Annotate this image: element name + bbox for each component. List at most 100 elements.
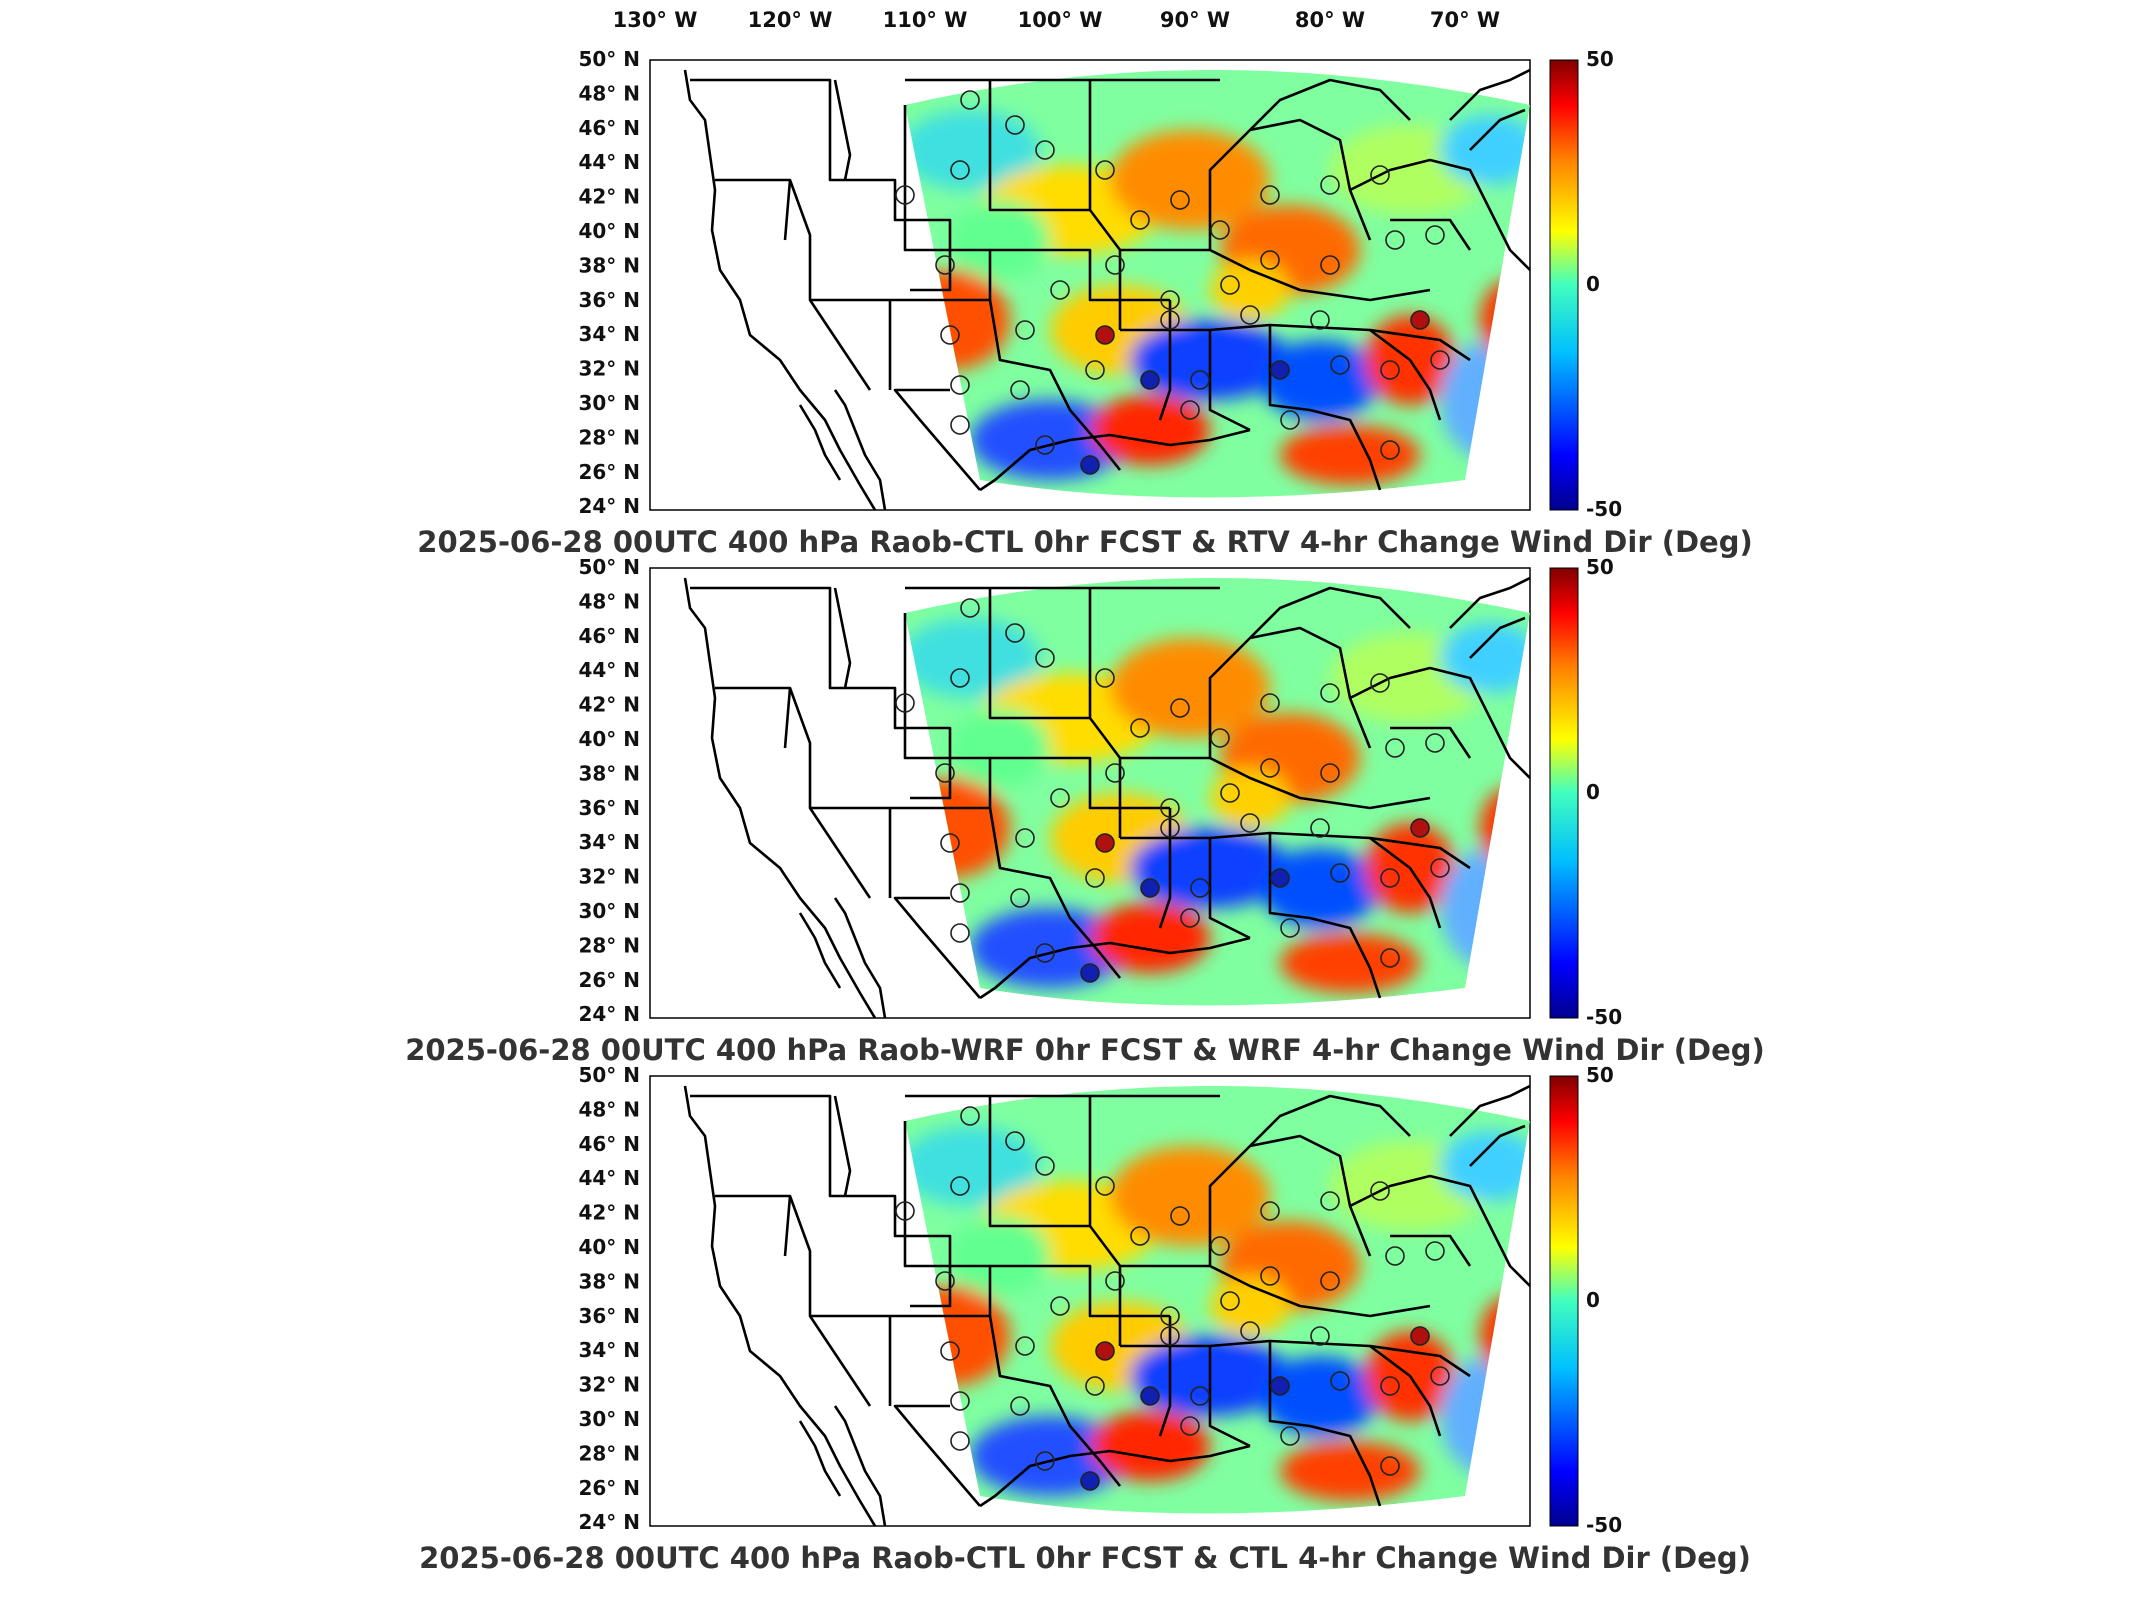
station-marker bbox=[1425, 733, 1445, 753]
latitude-label: 46° N bbox=[578, 116, 640, 140]
station-marker bbox=[1180, 908, 1200, 928]
station-marker bbox=[1385, 738, 1405, 758]
colorbar-label-min: -50 bbox=[1586, 1005, 1622, 1029]
raob-stations bbox=[895, 90, 1450, 475]
station-marker bbox=[1410, 310, 1430, 330]
colorbar-label-max: 50 bbox=[1586, 555, 1614, 579]
latitude-label: 44° N bbox=[578, 1166, 640, 1190]
station-marker bbox=[1430, 858, 1450, 878]
station-marker bbox=[1105, 1271, 1125, 1291]
station-marker bbox=[1330, 863, 1350, 883]
latitude-labels: 50° N 48° N 46° N 44° N 42° N 40° N 38° N 36° N… bbox=[578, 1063, 640, 1534]
station-marker bbox=[935, 763, 955, 783]
latitude-label: 28° N bbox=[578, 933, 640, 957]
station-marker bbox=[1310, 310, 1330, 330]
latitude-label: 24° N bbox=[578, 1510, 640, 1534]
latitude-label: 34° N bbox=[578, 830, 640, 854]
map-area bbox=[683, 68, 1540, 512]
longitude-label: 70° W bbox=[1430, 8, 1500, 32]
station-marker bbox=[1260, 1201, 1280, 1221]
latitude-label: 26° N bbox=[578, 968, 640, 992]
station-marker bbox=[1430, 1366, 1450, 1386]
latitude-labels: 50° N 48° N 46° N 44° N 42° N 40° N 38° N 36° N… bbox=[578, 47, 640, 518]
station-marker bbox=[1035, 1451, 1055, 1471]
wind-direction-field bbox=[890, 578, 1540, 1006]
station-marker bbox=[1380, 1456, 1400, 1476]
station-marker bbox=[1370, 1181, 1390, 1201]
station-marker bbox=[1160, 290, 1180, 310]
station-marker bbox=[1260, 693, 1280, 713]
station-marker bbox=[1210, 220, 1230, 240]
station-marker bbox=[1095, 160, 1115, 180]
station-marker bbox=[1160, 1326, 1180, 1346]
station-marker bbox=[1370, 165, 1390, 185]
station-marker bbox=[1095, 668, 1115, 688]
station-marker bbox=[1160, 818, 1180, 838]
panels: 50° N 48° N 46° N 44° N 42° N 40° N 38° N 36° N… bbox=[405, 47, 1765, 1575]
station-marker bbox=[1095, 833, 1115, 853]
station-marker bbox=[1095, 1341, 1115, 1361]
latitude-label: 50° N bbox=[578, 1063, 640, 1087]
station-marker bbox=[1220, 783, 1240, 803]
station-marker bbox=[1015, 828, 1035, 848]
station-marker bbox=[1260, 758, 1280, 778]
latitude-label: 42° N bbox=[578, 693, 640, 717]
station-marker bbox=[1210, 728, 1230, 748]
station-marker bbox=[1190, 1386, 1210, 1406]
station-marker bbox=[1085, 868, 1105, 888]
station-marker bbox=[1130, 718, 1150, 738]
station-marker bbox=[1320, 1271, 1340, 1291]
station-marker bbox=[1240, 305, 1260, 325]
colorbar bbox=[1549, 1075, 1579, 1527]
latitude-label: 24° N bbox=[578, 1002, 640, 1026]
station-marker bbox=[1005, 623, 1025, 643]
latitude-label: 30° N bbox=[578, 391, 640, 415]
station-marker bbox=[960, 1106, 980, 1126]
station-marker bbox=[1080, 963, 1100, 983]
station-marker bbox=[1425, 1241, 1445, 1261]
station-marker bbox=[1380, 360, 1400, 380]
station-marker bbox=[1280, 410, 1300, 430]
station-marker bbox=[1010, 1396, 1030, 1416]
latitude-label: 30° N bbox=[578, 899, 640, 923]
station-marker bbox=[1240, 1321, 1260, 1341]
station-marker bbox=[1320, 763, 1340, 783]
station-marker bbox=[1280, 1426, 1300, 1446]
station-marker bbox=[1190, 878, 1210, 898]
panel-3: 50° N 48° N 46° N 44° N 42° N 40° N 38° N 36° N… bbox=[419, 1063, 1751, 1575]
station-marker bbox=[935, 1271, 955, 1291]
station-marker bbox=[1015, 1336, 1035, 1356]
colorbar bbox=[1549, 567, 1579, 1019]
latitude-label: 34° N bbox=[578, 322, 640, 346]
station-marker bbox=[895, 1201, 915, 1221]
station-marker bbox=[1210, 1236, 1230, 1256]
station-marker bbox=[950, 883, 970, 903]
station-marker bbox=[1220, 275, 1240, 295]
panel-title: 2025-06-28 00UTC 400 hPa Raob-WRF 0hr FC… bbox=[405, 1033, 1765, 1067]
station-marker bbox=[1330, 355, 1350, 375]
station-marker bbox=[1430, 350, 1450, 370]
station-marker bbox=[1035, 435, 1055, 455]
latitude-label: 38° N bbox=[578, 1269, 640, 1293]
station-marker bbox=[1190, 370, 1210, 390]
latitude-label: 38° N bbox=[578, 761, 640, 785]
latitude-label: 36° N bbox=[578, 796, 640, 820]
station-marker bbox=[1380, 948, 1400, 968]
station-marker bbox=[1050, 280, 1070, 300]
station-marker bbox=[1160, 798, 1180, 818]
panel-title: 2025-06-28 00UTC 400 hPa Raob-CTL 0hr FC… bbox=[417, 525, 1752, 559]
station-marker bbox=[1385, 230, 1405, 250]
station-marker bbox=[1095, 325, 1115, 345]
station-marker bbox=[1320, 1191, 1340, 1211]
station-marker bbox=[1220, 1291, 1240, 1311]
raob-stations bbox=[895, 598, 1450, 983]
latitude-label: 28° N bbox=[578, 1441, 640, 1465]
station-marker bbox=[1270, 360, 1290, 380]
latitude-label: 46° N bbox=[578, 624, 640, 648]
station-marker bbox=[1260, 1266, 1280, 1286]
raob-stations bbox=[895, 1106, 1450, 1491]
latitude-label: 46° N bbox=[578, 1132, 640, 1156]
station-marker bbox=[940, 833, 960, 853]
station-marker bbox=[1310, 818, 1330, 838]
station-marker bbox=[1140, 878, 1160, 898]
